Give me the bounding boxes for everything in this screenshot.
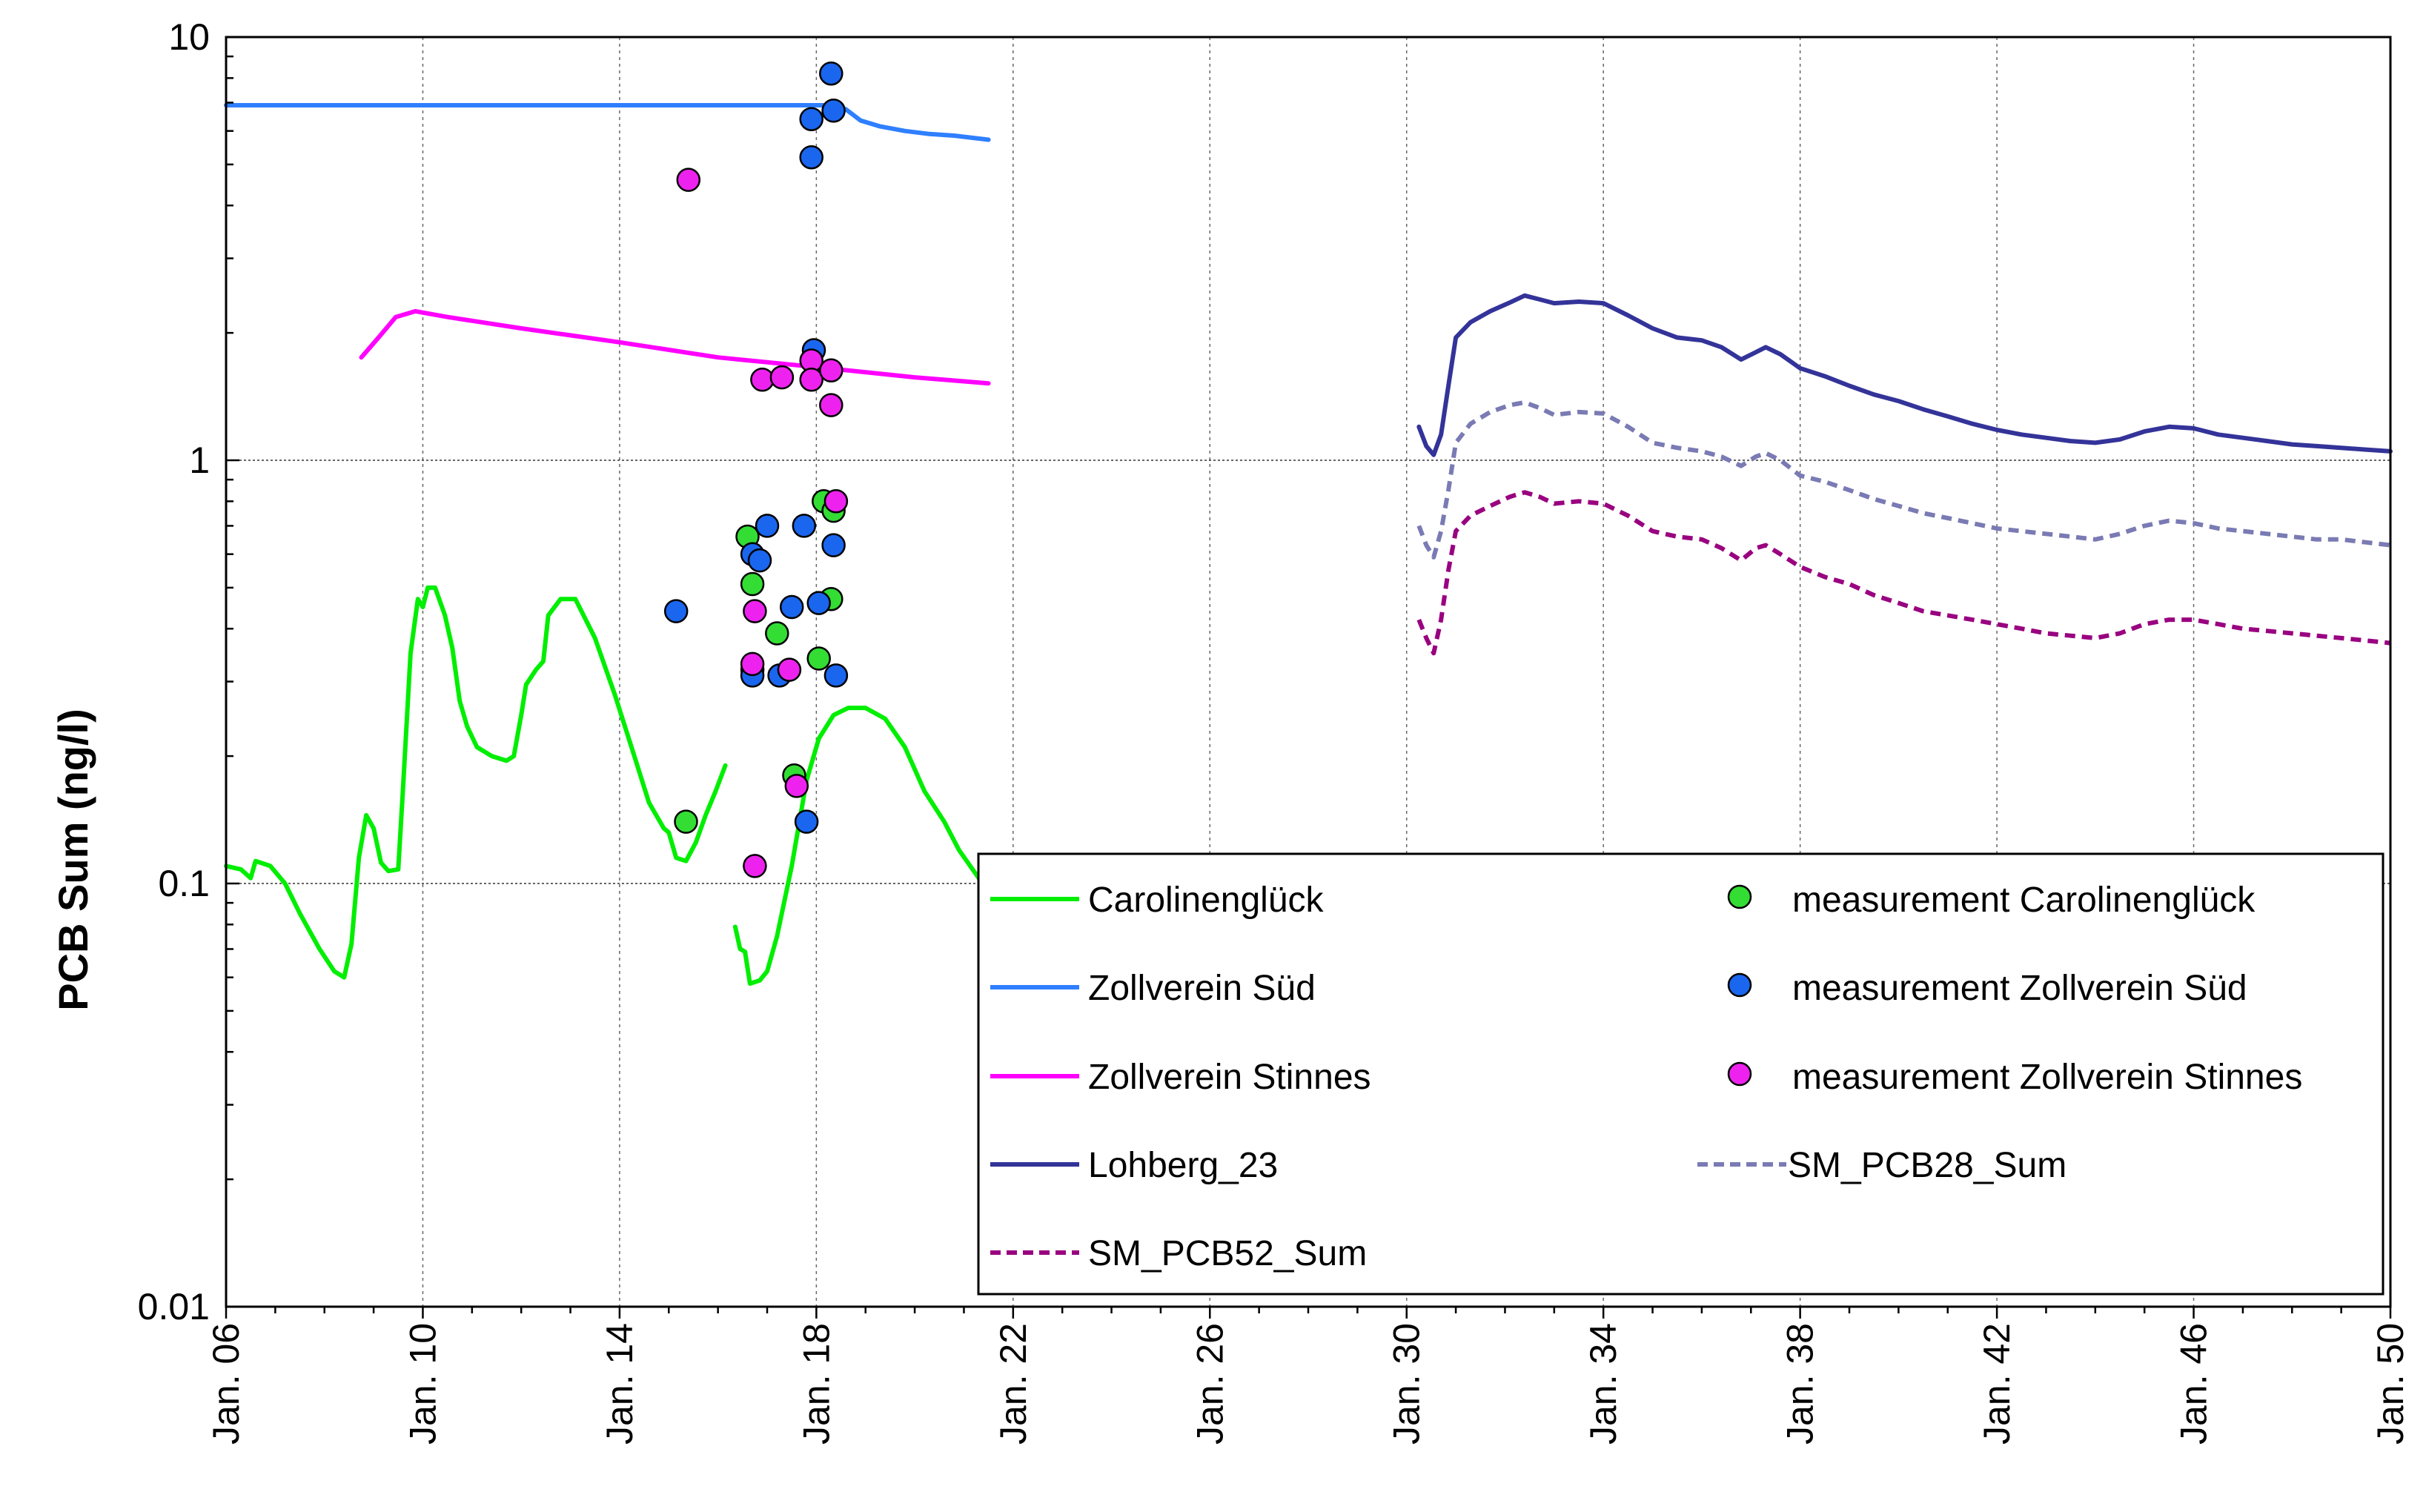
series-points xyxy=(663,61,849,878)
series-line-carolinenglueck xyxy=(732,706,991,987)
grid-lines xyxy=(226,37,2390,1307)
data-point-measurement-zollverein-sued xyxy=(747,548,772,573)
x-tick-label: Jan. 22 xyxy=(992,1323,1034,1445)
data-point-measurement-zollverein-sued xyxy=(819,61,844,86)
data-point-measurement-zollverein-sued xyxy=(821,99,846,123)
y-tick-label: 0.1 xyxy=(158,863,210,904)
legend-label-lohberg-23: Lohberg_23 xyxy=(1088,1146,1278,1185)
legend-marker-measurement-carolinenglueck xyxy=(1727,884,1752,909)
x-tick-label: Jan. 26 xyxy=(1189,1323,1230,1445)
y-tick-label: 0.01 xyxy=(138,1286,210,1327)
data-point-measurement-zollverein-sued xyxy=(794,809,819,834)
data-point-measurement-zollverein-sued xyxy=(755,514,780,538)
data-point-measurement-zollverein-stinnes xyxy=(777,657,802,682)
legend-label-sm-pcb52-sum: SM_PCB52_Sum xyxy=(1088,1234,1367,1273)
data-point-measurement-zollverein-stinnes xyxy=(740,651,765,677)
y-tick-label: 1 xyxy=(189,440,210,481)
x-tick-label: Jan. 18 xyxy=(795,1323,837,1445)
legend-label-sm-pcb28-sum: SM_PCB28_Sum xyxy=(1788,1146,2067,1185)
y-axis-label: PCB Sum (ng/l) xyxy=(50,709,96,1011)
y-tick-label: 10 xyxy=(168,16,210,58)
series-line-zollverein-stinnes xyxy=(359,308,991,386)
legend-box xyxy=(977,852,2384,1296)
legend: Carolinenglück measurement Carolinenglüc… xyxy=(977,852,2384,1296)
legend-label-measurement-zollverein-sued: measurement Zollverein Süd xyxy=(1792,969,2247,1008)
data-point-measurement-zollverein-stinnes xyxy=(750,368,775,392)
series-line-lohberg-23 xyxy=(1416,293,2393,457)
x-tick-label: Jan. 06 xyxy=(205,1323,247,1445)
data-point-measurement-zollverein-sued xyxy=(821,533,846,557)
data-point-measurement-carolinenglueck xyxy=(806,646,831,671)
x-tick-label: Jan. 42 xyxy=(1976,1323,2018,1445)
legend-label-measurement-carolinenglueck: measurement Carolinenglück xyxy=(1792,881,2256,920)
x-tick-label: Jan. 34 xyxy=(1582,1323,1624,1445)
x-tick-label: Jan. 38 xyxy=(1780,1323,1821,1445)
y-axis: 0.01 0.1 1 10 xyxy=(138,16,239,1327)
legend-label-carolinenglueck: Carolinenglück xyxy=(1088,881,1325,920)
legend-label-zollverein-sued: Zollverein Süd xyxy=(1088,969,1316,1008)
x-tick-label: Jan. 14 xyxy=(599,1323,640,1445)
x-tick-label: Jan. 46 xyxy=(2173,1323,2215,1445)
data-point-measurement-zollverein-stinnes xyxy=(676,168,701,192)
data-point-measurement-zollverein-stinnes xyxy=(743,854,767,878)
data-point-measurement-zollverein-stinnes xyxy=(769,365,795,390)
x-tick-label: Jan. 10 xyxy=(402,1323,443,1445)
data-point-measurement-carolinenglueck xyxy=(674,809,698,834)
series-line-sm-pcb28-sum xyxy=(1416,399,2391,560)
series-line-sm-pcb52-sum xyxy=(1416,490,2391,656)
x-tick-label: Jan. 30 xyxy=(1386,1323,1428,1445)
data-point-measurement-zollverein-sued xyxy=(792,514,817,538)
data-point-measurement-zollverein-sued xyxy=(779,594,804,620)
data-point-measurement-zollverein-sued xyxy=(663,599,689,623)
data-point-measurement-zollverein-stinnes xyxy=(799,368,823,392)
data-point-measurement-zollverein-sued xyxy=(806,591,831,615)
legend-label-zollverein-stinnes: Zollverein Stinnes xyxy=(1088,1058,1371,1097)
data-point-measurement-zollverein-sued xyxy=(799,145,823,170)
data-point-measurement-zollverein-sued xyxy=(799,107,823,131)
legend-label-measurement-zollverein-stinnes: measurement Zollverein Stinnes xyxy=(1792,1058,2302,1097)
data-point-measurement-zollverein-stinnes xyxy=(743,599,767,623)
data-point-measurement-zollverein-stinnes xyxy=(819,393,844,417)
data-point-measurement-carolinenglueck xyxy=(740,571,765,597)
data-point-measurement-carolinenglueck xyxy=(765,621,789,646)
x-axis: Jan. 06 Jan. 10 Jan. 14 Jan. 18 Jan. 22 Jan. … xyxy=(205,1307,2411,1445)
legend-marker-measurement-zollverein-stinnes xyxy=(1727,1061,1752,1087)
series-line-carolinenglueck xyxy=(224,585,728,980)
data-point-measurement-zollverein-stinnes xyxy=(784,774,809,798)
data-point-measurement-zollverein-sued xyxy=(823,663,849,688)
data-point-measurement-zollverein-stinnes xyxy=(819,358,844,383)
data-point-measurement-zollverein-stinnes xyxy=(823,489,849,514)
x-tick-label: Jan. 50 xyxy=(2370,1323,2411,1445)
legend-marker-measurement-zollverein-sued xyxy=(1727,972,1752,998)
